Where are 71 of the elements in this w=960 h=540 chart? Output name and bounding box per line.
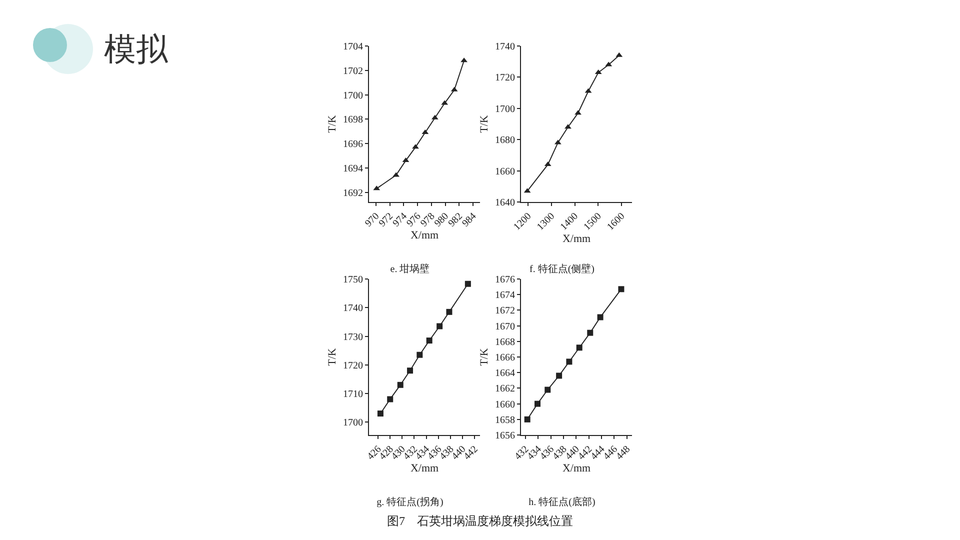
y-tick-label: 1710 [343, 389, 363, 400]
y-tick-label: 1658 [495, 414, 515, 426]
x-tick-label: 1400 [558, 210, 580, 233]
point [618, 286, 624, 292]
y-tick-label: 1702 [343, 66, 363, 77]
point [377, 410, 384, 417]
point [574, 110, 582, 115]
y-tick-label: 1696 [343, 139, 363, 150]
y-axis-title: T/K [326, 348, 339, 366]
y-tick-label: 1670 [495, 321, 515, 332]
point [564, 124, 572, 129]
point [544, 386, 551, 393]
y-tick-label: 1720 [343, 360, 363, 372]
point [556, 372, 562, 379]
text: g. 特征点(拐角) [376, 496, 444, 509]
y-tick-label: 1730 [343, 332, 363, 343]
y-tick-label: 1674 [495, 290, 515, 302]
y-tick-label: 1672 [495, 306, 515, 317]
point [426, 338, 432, 344]
text: 模拟 [104, 29, 168, 70]
x-axis-title: X/mm [410, 229, 439, 242]
y-tick-label: 1656 [495, 430, 515, 442]
y-tick-label: 1666 [495, 352, 515, 364]
x-axis-title: X/mm [410, 462, 439, 474]
point [566, 358, 572, 365]
point [597, 314, 604, 320]
point [460, 58, 468, 62]
point [387, 396, 394, 402]
x-tick-label: 1200 [512, 210, 534, 233]
point [436, 323, 443, 330]
point [576, 344, 582, 351]
y-axis-title: T/K [478, 115, 491, 133]
y-tick-label: 1660 [495, 166, 515, 178]
y-tick-label: 1704 [343, 42, 363, 52]
y-tick-label: 1668 [495, 336, 515, 348]
y-tick-label: 1750 [343, 274, 363, 286]
caption: 图7 石英坩埚温度梯度模拟线位置 [386, 513, 574, 530]
point [464, 280, 471, 287]
x-tick-label: 1500 [582, 210, 604, 233]
point [416, 352, 423, 358]
y-tick-label: 1660 [495, 399, 515, 410]
point [407, 368, 414, 374]
point [587, 330, 594, 336]
y-tick-label: 1692 [343, 188, 363, 199]
point [412, 144, 419, 149]
y-tick-label: 1640 [495, 198, 515, 208]
y-axis-title: T/K [478, 348, 491, 366]
x-tick-label: 1300 [535, 210, 558, 233]
x-axis-title: X/mm [562, 233, 591, 245]
y-tick-label: 1740 [343, 303, 363, 314]
y-tick-label: 1740 [495, 42, 515, 52]
point [534, 400, 540, 407]
point [397, 382, 404, 388]
y-tick-label: 1694 [343, 163, 363, 174]
point [524, 416, 530, 422]
y-tick-label: 1700 [343, 418, 363, 429]
x-tick-label: 1600 [605, 210, 628, 233]
y-tick-label: 1700 [343, 90, 363, 102]
y-tick-label: 1720 [495, 72, 515, 84]
y-tick-label: 1698 [343, 114, 363, 126]
text: f. 特征点(侧壁) [528, 262, 596, 276]
y-tick-label: 1676 [495, 274, 515, 286]
text: h. 特征点(底部) [528, 496, 596, 509]
y-tick-label: 1664 [495, 368, 515, 380]
y-tick-label: 1700 [495, 104, 515, 115]
y-tick-label: 1680 [495, 135, 515, 146]
y-tick-label: 1662 [495, 384, 515, 395]
point [446, 308, 452, 315]
text: e. 坩埚壁 [389, 262, 431, 276]
y-axis-title: T/K [326, 115, 339, 133]
x-axis-title: X/mm [562, 462, 591, 474]
